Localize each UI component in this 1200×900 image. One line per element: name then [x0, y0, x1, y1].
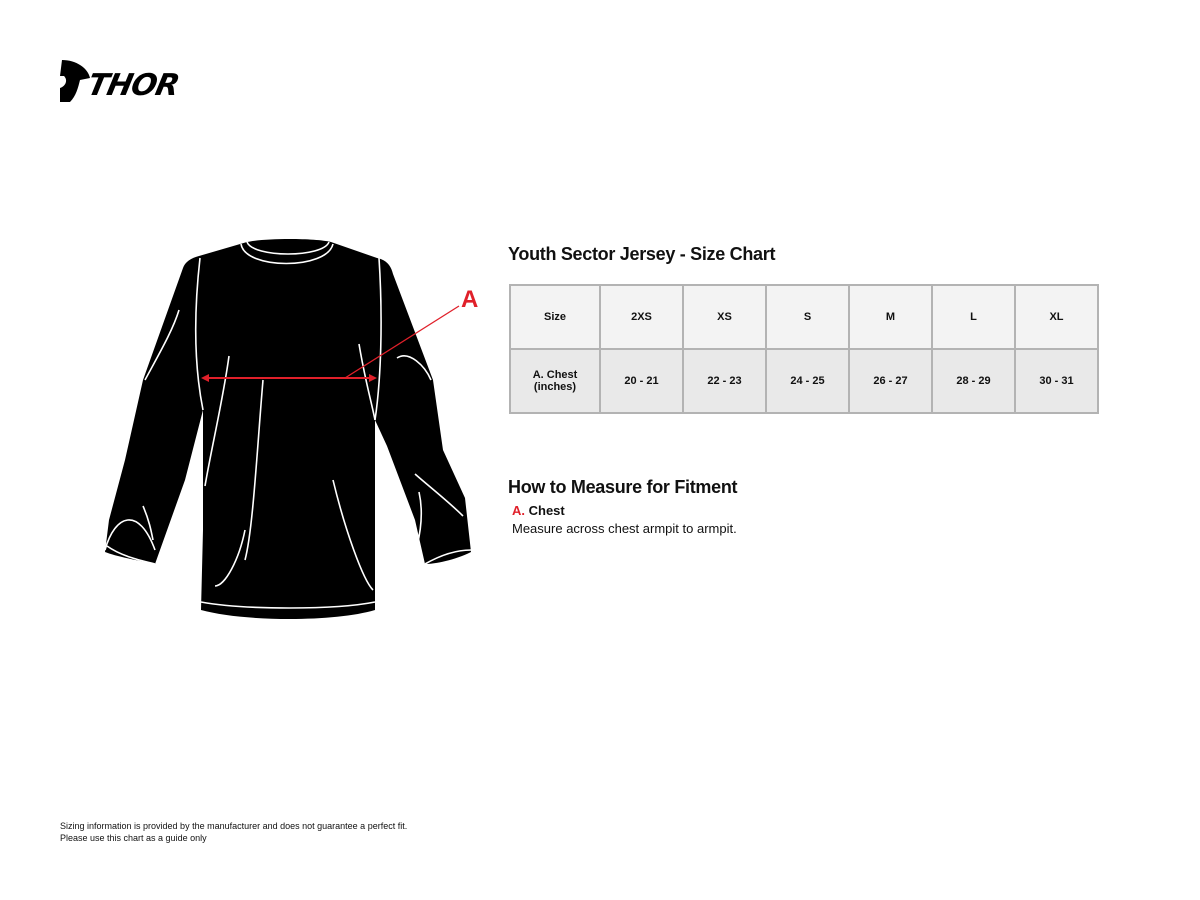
table-row: A. Chest (inches) 20 - 21 22 - 23 24 - 2…: [509, 348, 1099, 414]
table-cell: 30 - 31: [1014, 348, 1099, 414]
measure-name: Chest: [528, 503, 565, 518]
header-cell: XL: [1014, 284, 1099, 350]
how-to-measure-title: How to Measure for Fitment: [508, 477, 738, 497]
size-chart-table: Size 2XS XS S M L XL A. Chest (inches) 2…: [509, 284, 1099, 414]
table-cell: 26 - 27: [848, 348, 933, 414]
table-cell: 20 - 21: [599, 348, 684, 414]
disclaimer-line-2: Please use this chart as a guide only: [60, 833, 207, 843]
row-label: A. Chest (inches): [509, 348, 601, 414]
marker-label-a: A: [461, 286, 478, 313]
logo-text: THOR: [84, 68, 182, 103]
header-cell: M: [848, 284, 933, 350]
table-cell: 24 - 25: [765, 348, 850, 414]
measure-letter: A.: [512, 503, 525, 518]
measure-description: Measure across chest armpit to armpit.: [512, 521, 737, 536]
header-cell: Size: [509, 284, 601, 350]
disclaimer-line-1: Sizing information is provided by the ma…: [60, 821, 408, 831]
jersey-diagram: A: [104, 239, 478, 619]
chest-measurement: [201, 305, 460, 382]
jersey-seams: [104, 241, 472, 609]
table-cell: 22 - 23: [682, 348, 767, 414]
header-cell: L: [931, 284, 1016, 350]
disclaimer: Sizing information is provided by the ma…: [60, 820, 407, 844]
table-cell: 28 - 29: [931, 348, 1016, 414]
header-cell: S: [765, 284, 850, 350]
table-header-row: Size 2XS XS S M L XL: [509, 284, 1099, 350]
header-cell: XS: [682, 284, 767, 350]
measure-item-chest: A. Chest: [512, 503, 565, 518]
header-cell: 2XS: [599, 284, 684, 350]
jersey-silhouette: [105, 239, 471, 619]
thor-logo: THOR: [58, 58, 198, 106]
helmet-icon: [60, 60, 90, 102]
size-chart-title: Youth Sector Jersey - Size Chart: [508, 244, 776, 264]
